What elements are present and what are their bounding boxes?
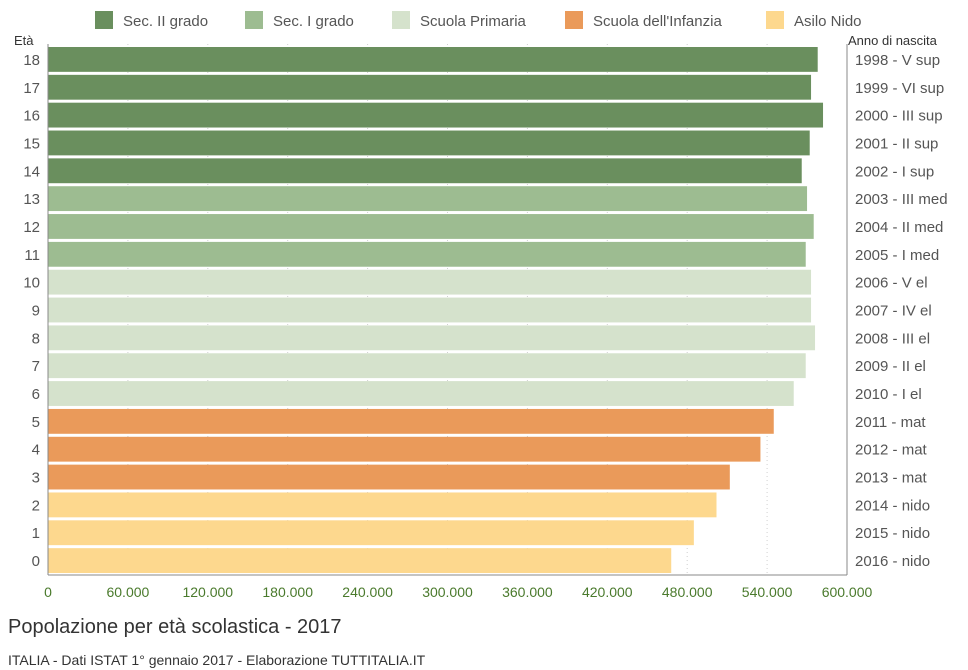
age-label: 8: [32, 330, 40, 347]
bar: [48, 186, 808, 212]
age-label: 4: [32, 442, 40, 459]
birth-year-label: 1999 - VI sup: [855, 80, 944, 97]
age-label: 2: [32, 497, 40, 514]
birth-year-label: 2005 - I med: [855, 247, 939, 264]
x-tick-label: 540.000: [742, 584, 793, 600]
age-label: 9: [32, 303, 40, 320]
birth-year-label: 2004 - II med: [855, 219, 943, 236]
legend-swatch: [392, 11, 410, 29]
age-label: 6: [32, 386, 40, 403]
birth-year-label: 2009 - II el: [855, 358, 926, 375]
bar: [48, 325, 816, 351]
birth-year-label: 2013 - mat: [855, 470, 928, 487]
x-tick-label: 0: [44, 584, 52, 600]
bar: [48, 269, 812, 295]
birth-year-label: 2012 - mat: [855, 442, 928, 459]
x-tick-label: 420.000: [582, 584, 633, 600]
age-label: 17: [23, 80, 40, 97]
x-tick-label: 600.000: [822, 584, 873, 600]
bar: [48, 492, 717, 518]
legend-label: Sec. I grado: [273, 13, 354, 30]
bar: [48, 241, 806, 267]
birth-year-label: 2016 - nido: [855, 553, 930, 570]
right-axis-title: Anno di nascita: [848, 33, 938, 48]
birth-year-label: 2015 - nido: [855, 525, 930, 542]
age-label: 3: [32, 470, 40, 487]
age-label: 15: [23, 135, 40, 152]
bar: [48, 520, 694, 546]
age-label: 0: [32, 553, 40, 570]
x-tick-label: 360.000: [502, 584, 553, 600]
birth-year-label: 2011 - mat: [855, 414, 926, 431]
birth-year-label: 2006 - V el: [855, 275, 928, 292]
bar: [48, 548, 672, 573]
bar: [48, 47, 818, 72]
age-label: 5: [32, 414, 40, 431]
x-tick-label: 120.000: [182, 584, 233, 600]
age-label: 12: [23, 219, 40, 236]
bar: [48, 408, 774, 434]
x-tick-label: 300.000: [422, 584, 473, 600]
age-label: 14: [23, 163, 40, 180]
bar: [48, 353, 806, 379]
x-tick-label: 60.000: [106, 584, 149, 600]
legend-swatch: [95, 11, 113, 29]
x-tick-label: 180.000: [262, 584, 313, 600]
age-label: 10: [23, 275, 40, 292]
age-label: 7: [32, 358, 40, 375]
birth-year-label: 2001 - II sup: [855, 135, 938, 152]
birth-year-label: 2002 - I sup: [855, 163, 934, 180]
legend-swatch: [565, 11, 583, 29]
age-label: 11: [24, 247, 40, 264]
bar: [48, 74, 812, 100]
bar: [48, 436, 761, 462]
bar: [48, 381, 794, 406]
legend-label: Asilo Nido: [794, 13, 862, 30]
birth-year-label: 2000 - III sup: [855, 108, 943, 125]
left-axis-title: Età: [14, 33, 34, 48]
bar: [48, 130, 810, 156]
bar: [48, 158, 802, 184]
birth-year-label: 1998 - V sup: [855, 52, 940, 69]
bar: [48, 297, 812, 323]
birth-year-label: 2010 - I el: [855, 386, 922, 403]
x-tick-label: 480.000: [662, 584, 713, 600]
age-label: 13: [23, 191, 40, 208]
legend-swatch: [766, 11, 784, 29]
birth-year-label: 2007 - IV el: [855, 303, 932, 320]
legend-label: Scuola dell'Infanzia: [593, 13, 722, 30]
birth-year-label: 2003 - III med: [855, 191, 948, 208]
bar: [48, 464, 730, 490]
age-label: 1: [32, 525, 40, 542]
legend-label: Sec. II grado: [123, 13, 208, 30]
bar: [48, 214, 814, 239]
x-tick-label: 240.000: [342, 584, 393, 600]
age-label: 16: [23, 108, 40, 125]
birth-year-label: 2014 - nido: [855, 497, 930, 514]
chart-source: ITALIA - Dati ISTAT 1° gennaio 2017 - El…: [8, 652, 426, 668]
birth-year-label: 2008 - III el: [855, 330, 930, 347]
age-label: 18: [23, 52, 40, 69]
chart-title: Popolazione per età scolastica - 2017: [8, 616, 342, 638]
school-age-population-chart: Sec. II grado Sec. I grado Scuola Primaria…: [14, 11, 948, 600]
legend-label: Scuola Primaria: [420, 13, 527, 30]
legend-swatch: [245, 11, 263, 29]
bar: [48, 102, 824, 128]
